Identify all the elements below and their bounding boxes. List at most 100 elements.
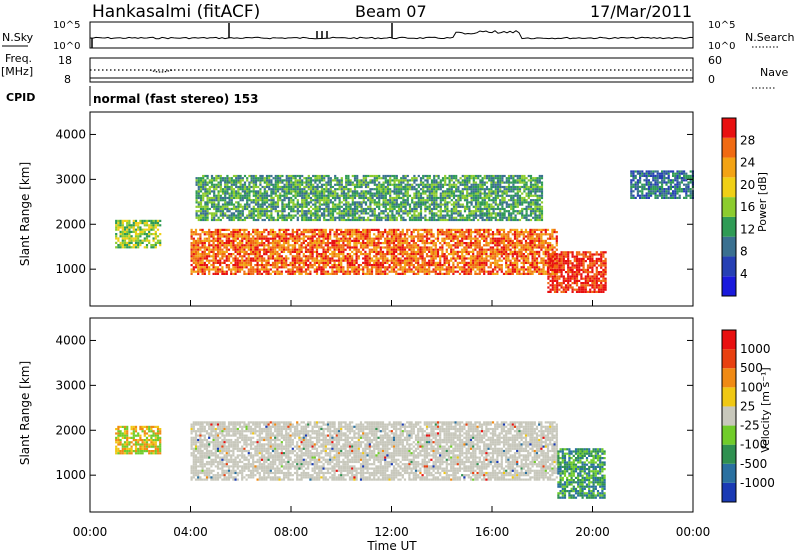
echo-cell <box>351 194 354 197</box>
echo-cell <box>547 260 550 263</box>
echo-cell <box>234 268 237 271</box>
echo-cell <box>342 231 345 234</box>
echo-cell <box>524 248 528 251</box>
echo-cell <box>316 214 319 217</box>
echo-cell <box>527 235 530 238</box>
echo-cell <box>386 203 390 206</box>
echo-cell <box>347 207 350 211</box>
echo-cell <box>401 255 404 258</box>
echo-cell <box>415 201 418 204</box>
echo-cell <box>261 205 264 208</box>
echo-cell <box>271 239 275 242</box>
echo-cell <box>502 250 506 253</box>
echo-cell <box>243 192 247 195</box>
echo-cell <box>228 216 231 219</box>
echo-cell <box>483 235 486 238</box>
echo-cell <box>469 233 473 236</box>
echo-cell <box>401 268 404 271</box>
echo-cell <box>217 210 220 213</box>
echo-cell <box>415 192 418 195</box>
echo-cell <box>345 194 348 197</box>
echo-cell <box>560 266 563 269</box>
echo-cell <box>290 210 293 213</box>
echo-cell <box>250 199 253 202</box>
echo-cell <box>278 242 281 245</box>
echo-cell <box>591 257 594 260</box>
echo-cell <box>406 174 409 178</box>
echo-cell <box>309 183 313 186</box>
echo-cell <box>540 257 543 260</box>
echo-cell <box>223 272 226 275</box>
echo-cell <box>562 262 565 265</box>
echo-cell <box>293 270 297 273</box>
echo-cell <box>465 231 468 234</box>
echo-cell <box>356 177 359 180</box>
echo-cell <box>298 214 302 217</box>
noise-panel-frame <box>89 21 694 49</box>
echo-cell <box>355 266 358 269</box>
echo-cell <box>573 266 576 269</box>
echo-cell <box>472 250 475 253</box>
echo-cell <box>408 205 412 208</box>
echo-cell <box>276 246 279 249</box>
echo-cell <box>388 259 391 262</box>
echo-cell <box>325 194 328 197</box>
echo-cell <box>426 185 429 189</box>
echo-cell <box>334 177 337 180</box>
echo-cell <box>531 264 534 267</box>
echo-cell <box>337 255 341 258</box>
echo-cell <box>300 250 303 253</box>
echo-cell <box>489 246 492 249</box>
echo-cell <box>491 257 495 260</box>
echo-cell <box>353 179 357 182</box>
echo-cell <box>575 282 579 285</box>
echo-cell <box>197 190 200 193</box>
echo-cell <box>430 192 434 195</box>
echo-cell <box>433 183 436 186</box>
echo-cell <box>535 270 539 273</box>
echo-cell <box>580 268 583 271</box>
echo-cell <box>342 218 346 222</box>
echo-cell <box>524 242 528 245</box>
echo-cell <box>290 218 293 222</box>
echo-cell <box>356 179 359 182</box>
echo-cell <box>237 212 240 215</box>
echo-cell <box>434 244 437 247</box>
echo-cell <box>373 181 376 184</box>
echo-cell <box>571 271 574 274</box>
echo-cell <box>359 253 363 256</box>
echo-cell <box>386 216 390 219</box>
echo-cell <box>331 250 334 253</box>
echo-cell <box>323 214 326 217</box>
echo-cell <box>252 250 255 253</box>
echo-cell <box>397 235 400 238</box>
echo-cell <box>424 203 427 206</box>
echo-cell <box>278 246 281 249</box>
echo-cell <box>348 231 352 234</box>
echo-cell <box>417 190 420 193</box>
echo-cell <box>362 272 365 275</box>
echo-cell <box>357 231 360 234</box>
echo-cell <box>290 199 293 202</box>
echo-cell <box>447 266 451 269</box>
echo-cell <box>243 174 247 178</box>
echo-cell <box>379 255 382 258</box>
echo-cell <box>265 270 268 273</box>
echo-cell <box>516 270 519 273</box>
power-echoes <box>115 170 694 293</box>
echo-cell <box>271 264 275 267</box>
echo-cell <box>415 207 418 211</box>
echo-cell <box>208 259 211 262</box>
echo-cell <box>547 264 550 267</box>
echo-cell <box>551 251 554 254</box>
echo-cell <box>432 253 435 256</box>
echo-cell <box>535 237 539 240</box>
echo-cell <box>375 190 379 193</box>
echo-cell <box>276 203 280 206</box>
echo-cell <box>342 270 345 273</box>
echo-cell <box>263 192 266 195</box>
echo-cell <box>575 271 579 274</box>
echo-cell <box>360 205 363 208</box>
echo-cell <box>347 196 350 200</box>
echo-cell <box>296 259 299 262</box>
